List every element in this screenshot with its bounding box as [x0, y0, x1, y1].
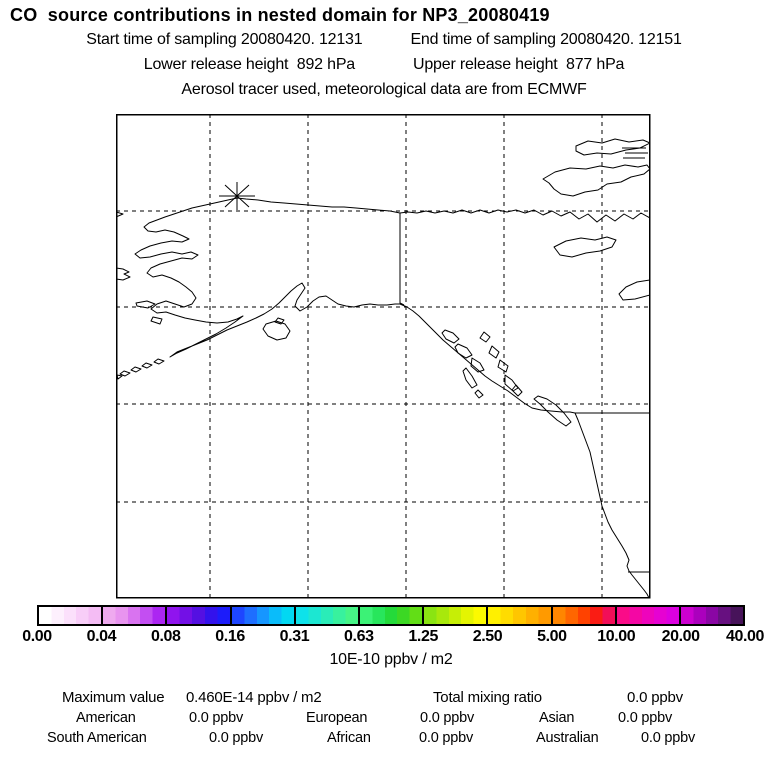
- stat-region-value: 0.0 ppbv: [641, 730, 696, 746]
- colorbar-segment: [359, 607, 425, 624]
- colorbar-segment: [424, 607, 489, 624]
- colorbar-tick-label: 1.25: [408, 628, 438, 645]
- start-time-text: Start time of sampling 20080420. 12131: [86, 31, 363, 48]
- vancouver-island: [533, 395, 572, 427]
- stat-region-name: South American: [47, 730, 147, 746]
- stat-region-value: 0.0 ppbv: [209, 730, 264, 746]
- kodiak-island: [262, 317, 291, 341]
- release-star-icon: [219, 182, 255, 210]
- victoria-island: [542, 164, 649, 197]
- stat-region-value: 0.0 ppbv: [420, 710, 475, 726]
- maximum-value: 0.460E-14 ppbv / m2: [186, 689, 322, 706]
- colorbar-tick-label: 0.31: [279, 628, 310, 645]
- total-mixing-ratio-label: Total mixing ratio: [433, 689, 542, 706]
- colorbar-segment: [167, 607, 232, 624]
- colorbar-segment: [231, 607, 296, 624]
- sampling-time-line: Start time of sampling 20080420. 12131 E…: [0, 31, 768, 49]
- colorbar-tick-label: 0.63: [344, 628, 374, 645]
- stat-region-value: 0.0 ppbv: [419, 730, 474, 746]
- colorbar-tick-label: 0.00: [22, 628, 52, 645]
- colorbar-segment: [616, 607, 681, 624]
- figure-title: CO source contributions in nested domain…: [10, 5, 550, 25]
- st-lawrence-island: [135, 300, 156, 309]
- colorbar-segment: [103, 607, 168, 624]
- stat-region-name: European: [306, 710, 368, 726]
- lower-release-text: Lower release height 892 hPa: [143, 56, 355, 73]
- chukotka-coast: [117, 211, 131, 281]
- maximum-value-label: Maximum value: [62, 689, 165, 706]
- alaska-canada-border: [399, 213, 405, 306]
- colorbar-tick-label: 0.04: [86, 628, 117, 645]
- end-time-text: End time of sampling 20080420. 12151: [410, 31, 682, 48]
- mainland-coastline: [134, 197, 649, 598]
- aleutian-islands: [117, 358, 165, 380]
- colorbar-tick-label: 0.08: [150, 628, 181, 645]
- coastlines: [117, 138, 649, 598]
- great-bear-lake: [553, 236, 617, 258]
- tracer-note-text: Aerosol tracer used, meteorological data…: [181, 81, 587, 98]
- total-mixing-ratio-value: 0.0 ppbv: [627, 689, 683, 706]
- colorbar-segment: [680, 607, 744, 624]
- colorbar-segment: [552, 607, 617, 624]
- colorbar-segment: [488, 607, 553, 624]
- colorbar-tick-label: 20.00: [661, 628, 700, 645]
- haida-gwaii-islands: [462, 367, 484, 399]
- colorbar-tick-label: 40.00: [725, 628, 765, 645]
- colorbar: [37, 605, 745, 626]
- banks-island: [575, 138, 649, 156]
- stat-region-value: 0.0 ppbv: [618, 710, 673, 726]
- release-height-line: Lower release height 892 hPa Upper relea…: [0, 56, 768, 74]
- upper-release-text: Upper release height 877 hPa: [413, 56, 625, 73]
- se-alaska-islands: [441, 329, 523, 397]
- colorbar-unit-label: 10E-10 ppbv / m2: [329, 651, 453, 668]
- stat-region-name: American: [76, 710, 136, 726]
- colorbar-segment: [39, 607, 104, 624]
- tracer-note-line: Aerosol tracer used, meteorological data…: [0, 81, 768, 99]
- stat-region-name: Australian: [536, 730, 599, 746]
- colorbar-tick-label: 5.00: [537, 628, 567, 645]
- stat-region-name: African: [327, 730, 371, 746]
- map-frame: [115, 113, 651, 599]
- stat-region-name: Asian: [539, 710, 575, 726]
- colorbar-segment: [295, 607, 360, 624]
- nunivak-island: [150, 316, 163, 325]
- colorbar-tick-label: 0.16: [215, 628, 245, 645]
- graticule-grid: [116, 114, 650, 598]
- colorbar-tick-label: 10.00: [597, 628, 636, 645]
- great-slave-lake: [618, 279, 649, 301]
- colorbar-tick-label: 2.50: [472, 628, 503, 645]
- stat-region-value: 0.0 ppbv: [189, 710, 244, 726]
